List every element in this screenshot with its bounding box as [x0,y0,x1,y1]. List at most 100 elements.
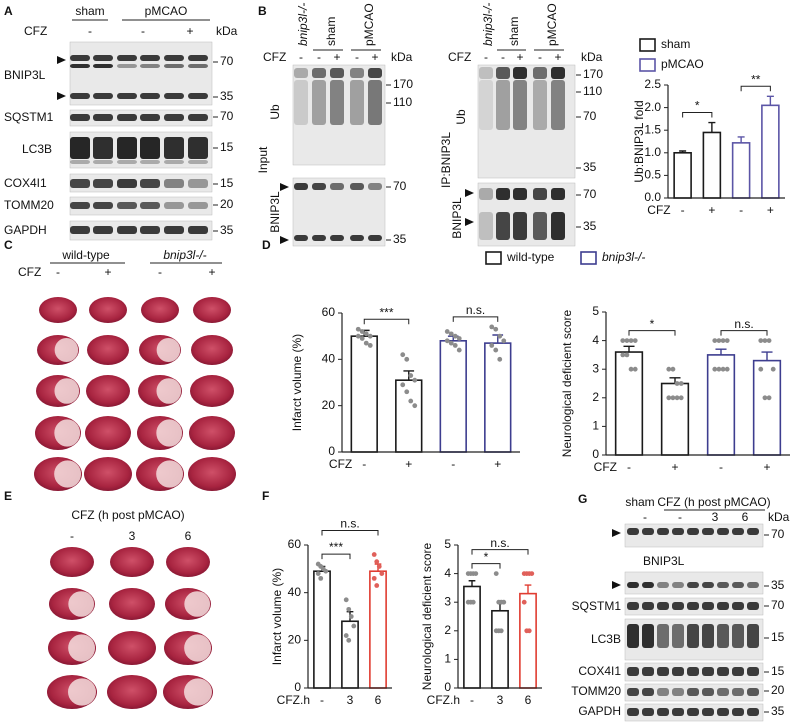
band [747,688,759,696]
x-axis-title: CFZ [329,457,352,471]
row-label: COX4I1 [578,664,621,678]
legend-swatch [580,251,597,265]
data-point [412,377,418,383]
brain-slice [87,335,129,365]
x-tick-label: + [405,457,412,471]
band [627,624,639,648]
data-point [521,599,527,605]
band [70,137,90,159]
row-label: BNIP3L [4,68,46,82]
band [717,624,729,648]
marker-label: 35 [771,578,785,592]
data-point [766,338,772,343]
brain-slice [141,297,179,323]
data-point [762,338,768,343]
infarct-area [68,678,96,706]
x-tick-label: - [681,203,685,217]
data-point [493,326,499,332]
significance-bracket [471,563,501,569]
band [330,68,344,78]
band [140,93,160,99]
band [496,188,510,200]
brain-slice [86,375,130,407]
band [732,708,744,716]
data-point [343,597,349,603]
marker-label: 35 [393,232,407,246]
y-axis-title: Neurological deficient score [560,309,574,457]
lane-label: + [554,50,561,64]
data-point [412,403,418,409]
bar [369,570,387,689]
data-point [367,333,373,339]
x-tick-label: + [494,457,501,471]
brain-slice [110,547,154,577]
band [657,624,669,648]
bar [341,620,359,689]
band [747,667,759,676]
band [702,602,714,610]
row-label: COX4I1 [4,176,47,190]
band [702,708,714,716]
significance-bracket [682,112,713,118]
marker-label: 35 [583,219,597,233]
band [687,528,699,535]
treatment-label: CFZ [24,24,47,38]
brain-slice [107,675,157,709]
y-tick-label: 0 [328,444,335,458]
band [312,183,326,190]
blot [624,523,764,548]
y-tick-label: 1.0 [644,145,661,159]
y-tick-label: 2 [444,623,451,637]
lane-label: + [371,50,378,64]
panel-label: A [4,4,13,18]
x-tick-label: - [719,460,723,474]
band [479,212,493,240]
data-point [351,623,357,629]
panel-label: F [262,489,269,503]
infarct-area [184,591,211,617]
band [627,667,639,676]
significance-bracket [321,553,351,560]
legend-label: wild-type [506,250,555,264]
band [70,55,90,61]
legend-label: bnip3l-/- [602,250,645,264]
band [513,80,527,130]
band [702,624,714,648]
band [164,160,184,164]
band [672,624,684,648]
data-point [628,366,634,372]
data-point [712,366,718,372]
legend-swatch [639,58,656,72]
unit-label: kDa [768,510,790,524]
bar [519,592,537,689]
y-tick-label: 1.5 [644,122,661,136]
band [479,188,493,200]
data-point [374,583,380,588]
group-label: sham [507,17,521,46]
marker-label: 170 [583,67,603,81]
data-point [678,381,684,386]
group-label: bnip3l-/- [296,3,310,46]
band [533,67,547,79]
arrowhead [280,236,289,244]
data-point [400,352,406,358]
band [513,188,527,200]
band [627,602,639,610]
y-tick-label: 0 [294,680,301,694]
error-bar [468,580,476,587]
treatment-label: CFZ [263,50,286,64]
significance-label: * [650,317,655,331]
band [294,68,308,78]
band [627,688,639,696]
band [551,80,565,130]
data-point [620,352,626,358]
significance-bracket [740,85,771,92]
band [479,67,493,79]
data-point [363,331,369,337]
band [117,179,137,188]
y-tick-label: 40 [288,585,302,599]
lane-label: - [88,24,92,38]
data-point [404,356,410,362]
data-point [497,356,503,362]
band [164,202,184,209]
